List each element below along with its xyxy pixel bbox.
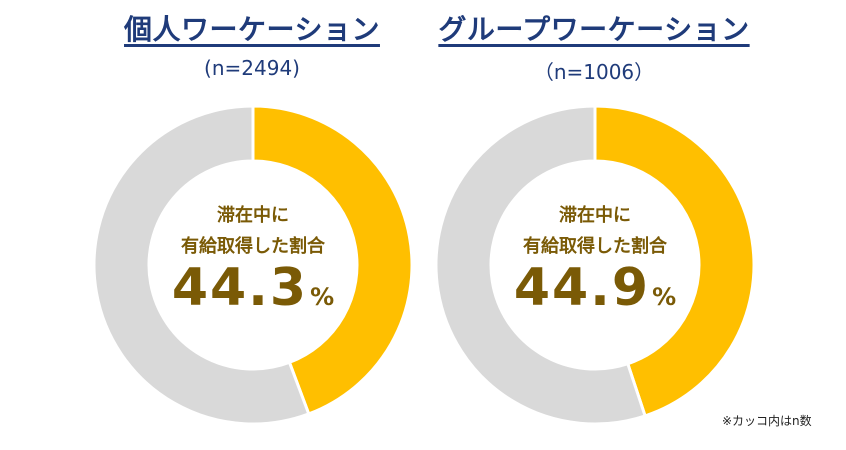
donut-chart bbox=[436, 106, 754, 424]
footnote: ※カッコ内はn数 bbox=[722, 414, 812, 428]
donut-slice-highlight bbox=[593, 106, 754, 418]
donut-slice-rest bbox=[436, 106, 647, 424]
center-value-number: 44.9 bbox=[513, 258, 651, 318]
center-label-line1: 滞在中に bbox=[217, 205, 289, 226]
center-value: 44.9% bbox=[436, 258, 754, 318]
donut-slice-rest bbox=[94, 106, 311, 424]
chart-panel-group: グループワーケーション （n=1006） 滞在中に 有給取得した割合 44.9% bbox=[424, 0, 764, 450]
chart-subtitle: (n=2494) bbox=[204, 56, 300, 80]
center-value: 44.3% bbox=[94, 258, 412, 318]
center-value-unit: % bbox=[310, 283, 335, 311]
donut-chart bbox=[94, 106, 412, 424]
chart-title-text: グループワーケーション bbox=[438, 13, 750, 46]
center-label-line1: 滞在中に bbox=[559, 205, 631, 226]
chart-title-text: 個人ワーケーション bbox=[124, 13, 380, 46]
chart-title: グループワーケーション bbox=[424, 8, 764, 48]
donut-slice-highlight bbox=[251, 106, 412, 416]
center-value-unit: % bbox=[652, 283, 677, 311]
chart-subtitle: （n=1006） bbox=[533, 60, 655, 84]
chart-panel-individual: 個人ワーケーション (n=2494) 滞在中に 有給取得した割合 44.3% bbox=[82, 0, 422, 450]
center-label-line2: 有給取得した割合 bbox=[181, 236, 325, 257]
center-label-line2: 有給取得した割合 bbox=[523, 236, 667, 257]
chart-title: 個人ワーケーション bbox=[82, 8, 422, 48]
center-value-number: 44.3 bbox=[171, 258, 309, 318]
